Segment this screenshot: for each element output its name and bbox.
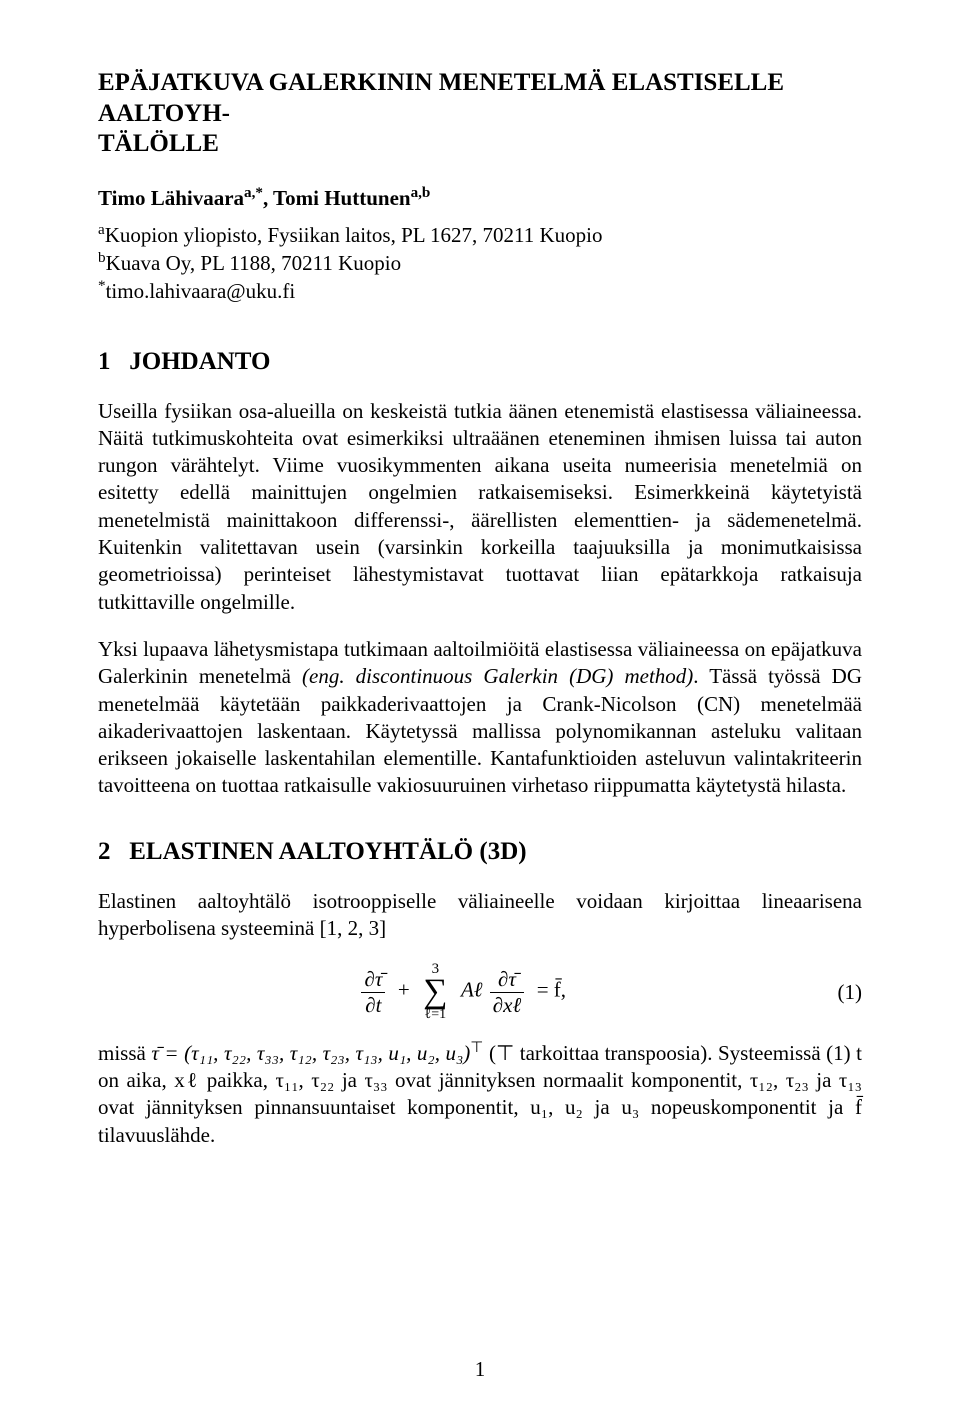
paragraph-2: Yksi lupaava lähetysmistapa tutkimaan aa… (98, 636, 862, 800)
title-line-1: EPÄJATKUVA GALERKININ MENETELMÄ ELASTISE… (98, 69, 784, 127)
affil-b: Kuava Oy, PL 1188, 70211 Kuopio (106, 251, 402, 275)
affil-c: timo.lahivaara@uku.fi (106, 279, 296, 303)
eq-den-right: ∂xℓ (493, 993, 521, 1017)
author-1-sup: a,* (244, 185, 263, 201)
eq-sum-bot: ℓ=1 (423, 1008, 447, 1022)
eq-sum: 3 ∑ ℓ=1 (423, 962, 447, 1022)
eq-num-right: ∂τ̄ (498, 967, 516, 991)
section-2-num: 2 (98, 838, 111, 865)
eq-num-left: ∂τ̄ (364, 967, 382, 991)
equation-1: ∂τ̄ ∂t + 3 ∑ ℓ=1 Aℓ ∂τ̄ ∂xℓ = f̄, (1) (98, 962, 862, 1022)
eq-coef: Aℓ (461, 978, 483, 1002)
paragraph-4: missä τ̄ = (τ₁₁, τ₂₂, τ₃₃, τ₁₂, τ₂₃, τ₁₃… (98, 1040, 862, 1149)
eq-frac-left: ∂τ̄ ∂t (361, 967, 385, 1016)
eq-den-left: ∂t (365, 993, 381, 1017)
page-number: 1 (0, 1357, 960, 1382)
para4-a: missä (98, 1041, 151, 1065)
section-1-heading: 1 JOHDANTO (98, 348, 862, 376)
author-2-sup: a,b (411, 185, 431, 201)
title-line-2: TÄLÖLLE (98, 130, 219, 157)
section-1-title: JOHDANTO (129, 348, 270, 375)
para4-tau: τ̄ = (τ₁₁, τ₂₂, τ₃₃, τ₁₂, τ₂₃, τ₁₃, u₁, … (151, 1041, 470, 1065)
para2-italic: (eng. discontinuous Galerkin (DG) method… (302, 664, 693, 688)
section-2-title: ELASTINEN AALTOYHTÄLÖ (3D) (129, 838, 526, 865)
paper-title: EPÄJATKUVA GALERKININ MENETELMÄ ELASTISE… (98, 68, 862, 160)
eq-frac-right: ∂τ̄ ∂xℓ (490, 967, 524, 1016)
paragraph-1: Useilla fysiikan osa-alueilla on keskeis… (98, 398, 862, 616)
author-2-name: , Tomi Huttunen (263, 186, 411, 210)
section-2-heading: 2 ELASTINEN AALTOYHTÄLÖ (3D) (98, 838, 862, 866)
author-1-name: Timo Lähivaara (98, 186, 244, 210)
eq-rhs: = f̄, (537, 978, 566, 1002)
para4-sup: ⊤ (470, 1040, 483, 1056)
affil-b-sup: b (98, 250, 106, 266)
section-1-num: 1 (98, 348, 111, 375)
equation-1-body: ∂τ̄ ∂t + 3 ∑ ℓ=1 Aℓ ∂τ̄ ∂xℓ = f̄, (359, 962, 566, 1022)
paragraph-3: Elastinen aaltoyhtälö isotrooppiselle vä… (98, 888, 862, 943)
authors: Timo Lähivaaraa,*, Tomi Huttunena,b (98, 186, 862, 211)
page: EPÄJATKUVA GALERKININ MENETELMÄ ELASTISE… (0, 0, 960, 1422)
affil-a-sup: a (98, 222, 105, 238)
equation-1-number: (1) (828, 980, 863, 1005)
affil-c-sup: * (98, 278, 106, 294)
affil-a: Kuopion yliopisto, Fysiikan laitos, PL 1… (105, 223, 603, 247)
affiliations: aKuopion yliopisto, Fysiikan laitos, PL … (98, 221, 862, 306)
